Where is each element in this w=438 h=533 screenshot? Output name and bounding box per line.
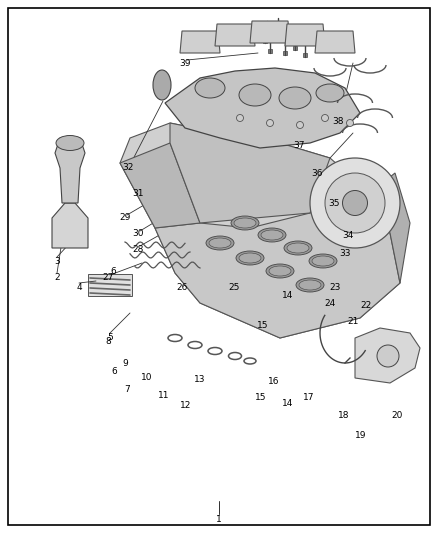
Ellipse shape bbox=[325, 173, 385, 233]
Ellipse shape bbox=[153, 70, 171, 100]
Circle shape bbox=[237, 115, 244, 122]
Text: 38: 38 bbox=[332, 117, 344, 125]
Ellipse shape bbox=[310, 158, 400, 248]
Ellipse shape bbox=[296, 278, 324, 292]
Bar bbox=[263, 39, 267, 43]
Text: 13: 13 bbox=[194, 375, 206, 384]
Ellipse shape bbox=[287, 243, 309, 253]
Circle shape bbox=[321, 115, 328, 122]
Text: 26: 26 bbox=[177, 284, 188, 293]
Text: 5: 5 bbox=[107, 333, 113, 342]
Text: 24: 24 bbox=[325, 300, 336, 309]
Text: 16: 16 bbox=[268, 376, 280, 385]
Text: 36: 36 bbox=[311, 168, 323, 177]
Text: 14: 14 bbox=[283, 292, 294, 301]
Ellipse shape bbox=[195, 78, 225, 98]
Bar bbox=[276, 26, 280, 30]
Text: 23: 23 bbox=[329, 282, 341, 292]
Text: 37: 37 bbox=[293, 141, 305, 150]
Bar bbox=[88, 274, 132, 296]
Polygon shape bbox=[120, 123, 400, 338]
Text: 7: 7 bbox=[124, 385, 130, 394]
Ellipse shape bbox=[206, 236, 234, 250]
Bar bbox=[253, 31, 257, 35]
Text: 27: 27 bbox=[102, 272, 114, 281]
Ellipse shape bbox=[258, 228, 286, 242]
Ellipse shape bbox=[279, 87, 311, 109]
Ellipse shape bbox=[236, 251, 264, 265]
Text: 17: 17 bbox=[303, 393, 315, 402]
Text: 30: 30 bbox=[132, 230, 144, 238]
Ellipse shape bbox=[377, 345, 399, 367]
Ellipse shape bbox=[261, 230, 283, 240]
Polygon shape bbox=[215, 24, 255, 46]
Polygon shape bbox=[285, 24, 325, 46]
Text: 12: 12 bbox=[180, 401, 192, 410]
Text: 15: 15 bbox=[257, 321, 269, 330]
Text: 6: 6 bbox=[110, 266, 116, 276]
Polygon shape bbox=[170, 123, 330, 223]
Ellipse shape bbox=[312, 256, 334, 266]
Text: 34: 34 bbox=[343, 231, 354, 240]
Text: 4: 4 bbox=[76, 282, 82, 292]
Bar bbox=[268, 49, 272, 53]
Ellipse shape bbox=[284, 241, 312, 255]
Ellipse shape bbox=[209, 238, 231, 248]
Text: 9: 9 bbox=[122, 359, 128, 368]
Polygon shape bbox=[180, 31, 220, 53]
Bar bbox=[276, 37, 280, 41]
Polygon shape bbox=[315, 31, 355, 53]
Polygon shape bbox=[370, 173, 410, 283]
Bar bbox=[293, 46, 297, 50]
Bar bbox=[303, 53, 307, 57]
Text: 31: 31 bbox=[132, 190, 144, 198]
Polygon shape bbox=[165, 68, 360, 148]
Text: 20: 20 bbox=[391, 411, 403, 421]
Bar bbox=[288, 34, 292, 38]
Polygon shape bbox=[120, 143, 200, 228]
Bar bbox=[300, 39, 304, 43]
Ellipse shape bbox=[231, 216, 259, 230]
Text: 35: 35 bbox=[328, 199, 340, 208]
Polygon shape bbox=[355, 328, 420, 383]
Ellipse shape bbox=[234, 218, 256, 228]
Polygon shape bbox=[250, 21, 290, 43]
Text: 25: 25 bbox=[228, 284, 240, 293]
Bar bbox=[265, 29, 269, 33]
Text: 39: 39 bbox=[179, 59, 191, 68]
Text: 32: 32 bbox=[122, 164, 134, 173]
Circle shape bbox=[297, 122, 304, 128]
Polygon shape bbox=[55, 138, 85, 203]
Text: 18: 18 bbox=[338, 411, 350, 421]
Text: 33: 33 bbox=[339, 249, 351, 259]
Ellipse shape bbox=[239, 84, 271, 106]
Text: 29: 29 bbox=[119, 214, 131, 222]
Circle shape bbox=[346, 119, 353, 126]
Text: 1: 1 bbox=[216, 514, 222, 523]
Text: 21: 21 bbox=[347, 317, 359, 326]
Polygon shape bbox=[155, 193, 400, 338]
Polygon shape bbox=[52, 203, 88, 248]
Text: 15: 15 bbox=[255, 393, 267, 402]
Ellipse shape bbox=[309, 254, 337, 268]
Bar bbox=[283, 51, 287, 55]
Circle shape bbox=[266, 119, 273, 126]
Ellipse shape bbox=[239, 253, 261, 263]
Ellipse shape bbox=[299, 280, 321, 290]
Ellipse shape bbox=[269, 266, 291, 276]
Text: 2: 2 bbox=[54, 273, 60, 282]
Ellipse shape bbox=[56, 135, 84, 150]
Text: 19: 19 bbox=[355, 432, 367, 440]
Ellipse shape bbox=[266, 264, 294, 278]
Text: 22: 22 bbox=[360, 301, 371, 310]
Ellipse shape bbox=[343, 190, 367, 215]
Text: 28: 28 bbox=[132, 245, 144, 254]
Text: 11: 11 bbox=[158, 391, 170, 400]
Text: 3: 3 bbox=[54, 256, 60, 265]
Text: 10: 10 bbox=[141, 374, 153, 383]
Ellipse shape bbox=[316, 84, 344, 102]
Text: 8: 8 bbox=[105, 336, 111, 345]
Text: 14: 14 bbox=[283, 399, 294, 408]
Text: 6: 6 bbox=[111, 367, 117, 376]
